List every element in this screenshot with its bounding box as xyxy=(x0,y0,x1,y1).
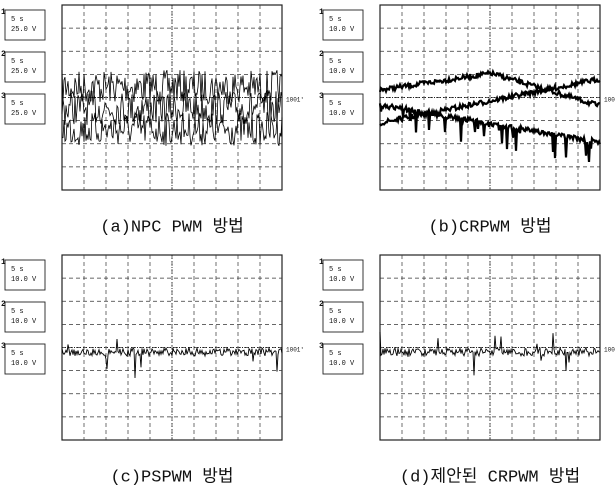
channel-volts: 10.0 V xyxy=(329,276,355,284)
channel-volts: 10.0 V xyxy=(11,360,37,368)
caption: (d)제안된 CRPWM 방법 xyxy=(400,466,580,487)
channel-marker: 2 xyxy=(319,300,324,309)
channel-marker: 3 xyxy=(319,342,324,351)
channel-marker: 2 xyxy=(1,50,6,59)
channel-time: 5 s xyxy=(11,266,24,274)
channel-volts: 10.0 V xyxy=(11,276,37,284)
channel-volts: 10.0 V xyxy=(329,68,355,76)
side-label: 1001' xyxy=(286,97,304,104)
channel-marker: 2 xyxy=(1,300,6,309)
channel-time: 5 s xyxy=(329,350,342,358)
channel-marker: 1 xyxy=(1,8,6,17)
channel-time: 5 s xyxy=(329,308,342,316)
channel-marker: 3 xyxy=(1,342,6,351)
channel-time: 5 s xyxy=(329,100,342,108)
channel-marker: 1 xyxy=(319,8,324,17)
channel-time: 5 s xyxy=(11,58,24,66)
channel-marker: 1 xyxy=(1,258,6,267)
channel-time: 5 s xyxy=(11,16,24,24)
channel-time: 5 s xyxy=(329,58,342,66)
channel-volts: 10.0 V xyxy=(329,110,355,118)
channel-volts: 10.0 V xyxy=(11,318,37,326)
caption: (b)CRPWM 방법 xyxy=(428,216,551,237)
channel-volts: 25.0 V xyxy=(11,110,37,118)
channel-volts: 10.0 V xyxy=(329,318,355,326)
side-label: 100 xyxy=(604,97,615,104)
channel-time: 5 s xyxy=(11,308,24,316)
channel-volts: 10.0 V xyxy=(329,26,355,34)
channel-marker: 1 xyxy=(319,258,324,267)
channel-time: 5 s xyxy=(329,266,342,274)
channel-volts: 25.0 V xyxy=(11,26,37,34)
caption: (c)PSPWM 방법 xyxy=(110,466,233,487)
channel-time: 5 s xyxy=(329,16,342,24)
channel-volts: 10.0 V xyxy=(329,360,355,368)
channel-marker: 3 xyxy=(319,92,324,101)
side-label: 100 xyxy=(604,347,615,354)
channel-marker: 2 xyxy=(319,50,324,59)
channel-marker: 3 xyxy=(1,92,6,101)
caption: (a)NPC PWM 방법 xyxy=(100,216,244,237)
channel-volts: 25.0 V xyxy=(11,68,37,76)
channel-time: 5 s xyxy=(11,350,24,358)
channel-time: 5 s xyxy=(11,100,24,108)
side-label: 1001' xyxy=(286,347,304,354)
figure: 1 5 s 25.0 V 2 5 s 25.0 V 3 5 s 25.0 V 1001' (a)NP… xyxy=(0,0,616,492)
